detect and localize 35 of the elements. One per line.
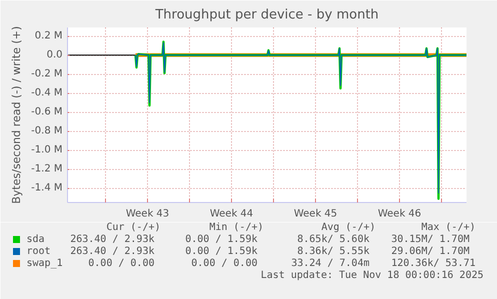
text: Max (-/+): [421, 222, 476, 233]
legend-label: swap_1: [26, 258, 63, 269]
text: Min (-/+): [209, 222, 264, 233]
text: 120.36k/ 53.71: [391, 258, 476, 269]
text: 263.40 / 2.93k: [70, 246, 154, 257]
text: 0.00 / 0.00: [88, 258, 154, 269]
legend-label: root: [26, 246, 51, 257]
y-tick-label: -0.4 M: [31, 88, 63, 99]
y-tick-label: 0.2 M: [34, 30, 63, 42]
x-tick-label: Week 43: [126, 208, 170, 220]
text: 8.36k/ 5.55k: [297, 246, 370, 257]
y-tick-label: -1.0 M: [31, 144, 63, 156]
text: Avg (-/+): [321, 222, 376, 233]
y-tick-label: -0.2 M: [31, 68, 63, 80]
y-tick-label: -1.2 M: [31, 164, 63, 175]
text: 8.65k/ 5.60k: [297, 234, 370, 245]
text: Last update: Tue Nov 18 00:00:16 2025: [260, 270, 484, 281]
x-tick-label: Week 44: [210, 208, 254, 220]
y-tick-label: 0.0: [46, 50, 63, 61]
text: Cur (-/+): [106, 222, 161, 233]
y-tick-label: -1.4 M: [31, 182, 63, 194]
text: 263.40 / 2.93k: [70, 234, 154, 245]
text: 0.00 / 1.59k: [185, 246, 258, 257]
text: 33.24 / 7.04m: [291, 258, 370, 269]
legend-label: sda: [26, 234, 45, 245]
chart-title: Throughput per device - by month: [154, 8, 379, 22]
text: 30.15M/ 1.70M: [391, 234, 470, 245]
text: 29.06M/ 1.70M: [391, 246, 470, 257]
y-tick-label: -0.6 M: [31, 106, 63, 118]
x-tick-label: Week 45: [294, 208, 338, 220]
text: 0.00 / 1.59k: [185, 234, 258, 245]
y-tick-label: -0.8 M: [31, 126, 63, 137]
text: 0.00 / 0.00: [191, 258, 258, 269]
y-axis-title: Bytes/second read (-) / write (+): [10, 26, 24, 204]
x-tick-label: Week 46: [378, 208, 422, 220]
